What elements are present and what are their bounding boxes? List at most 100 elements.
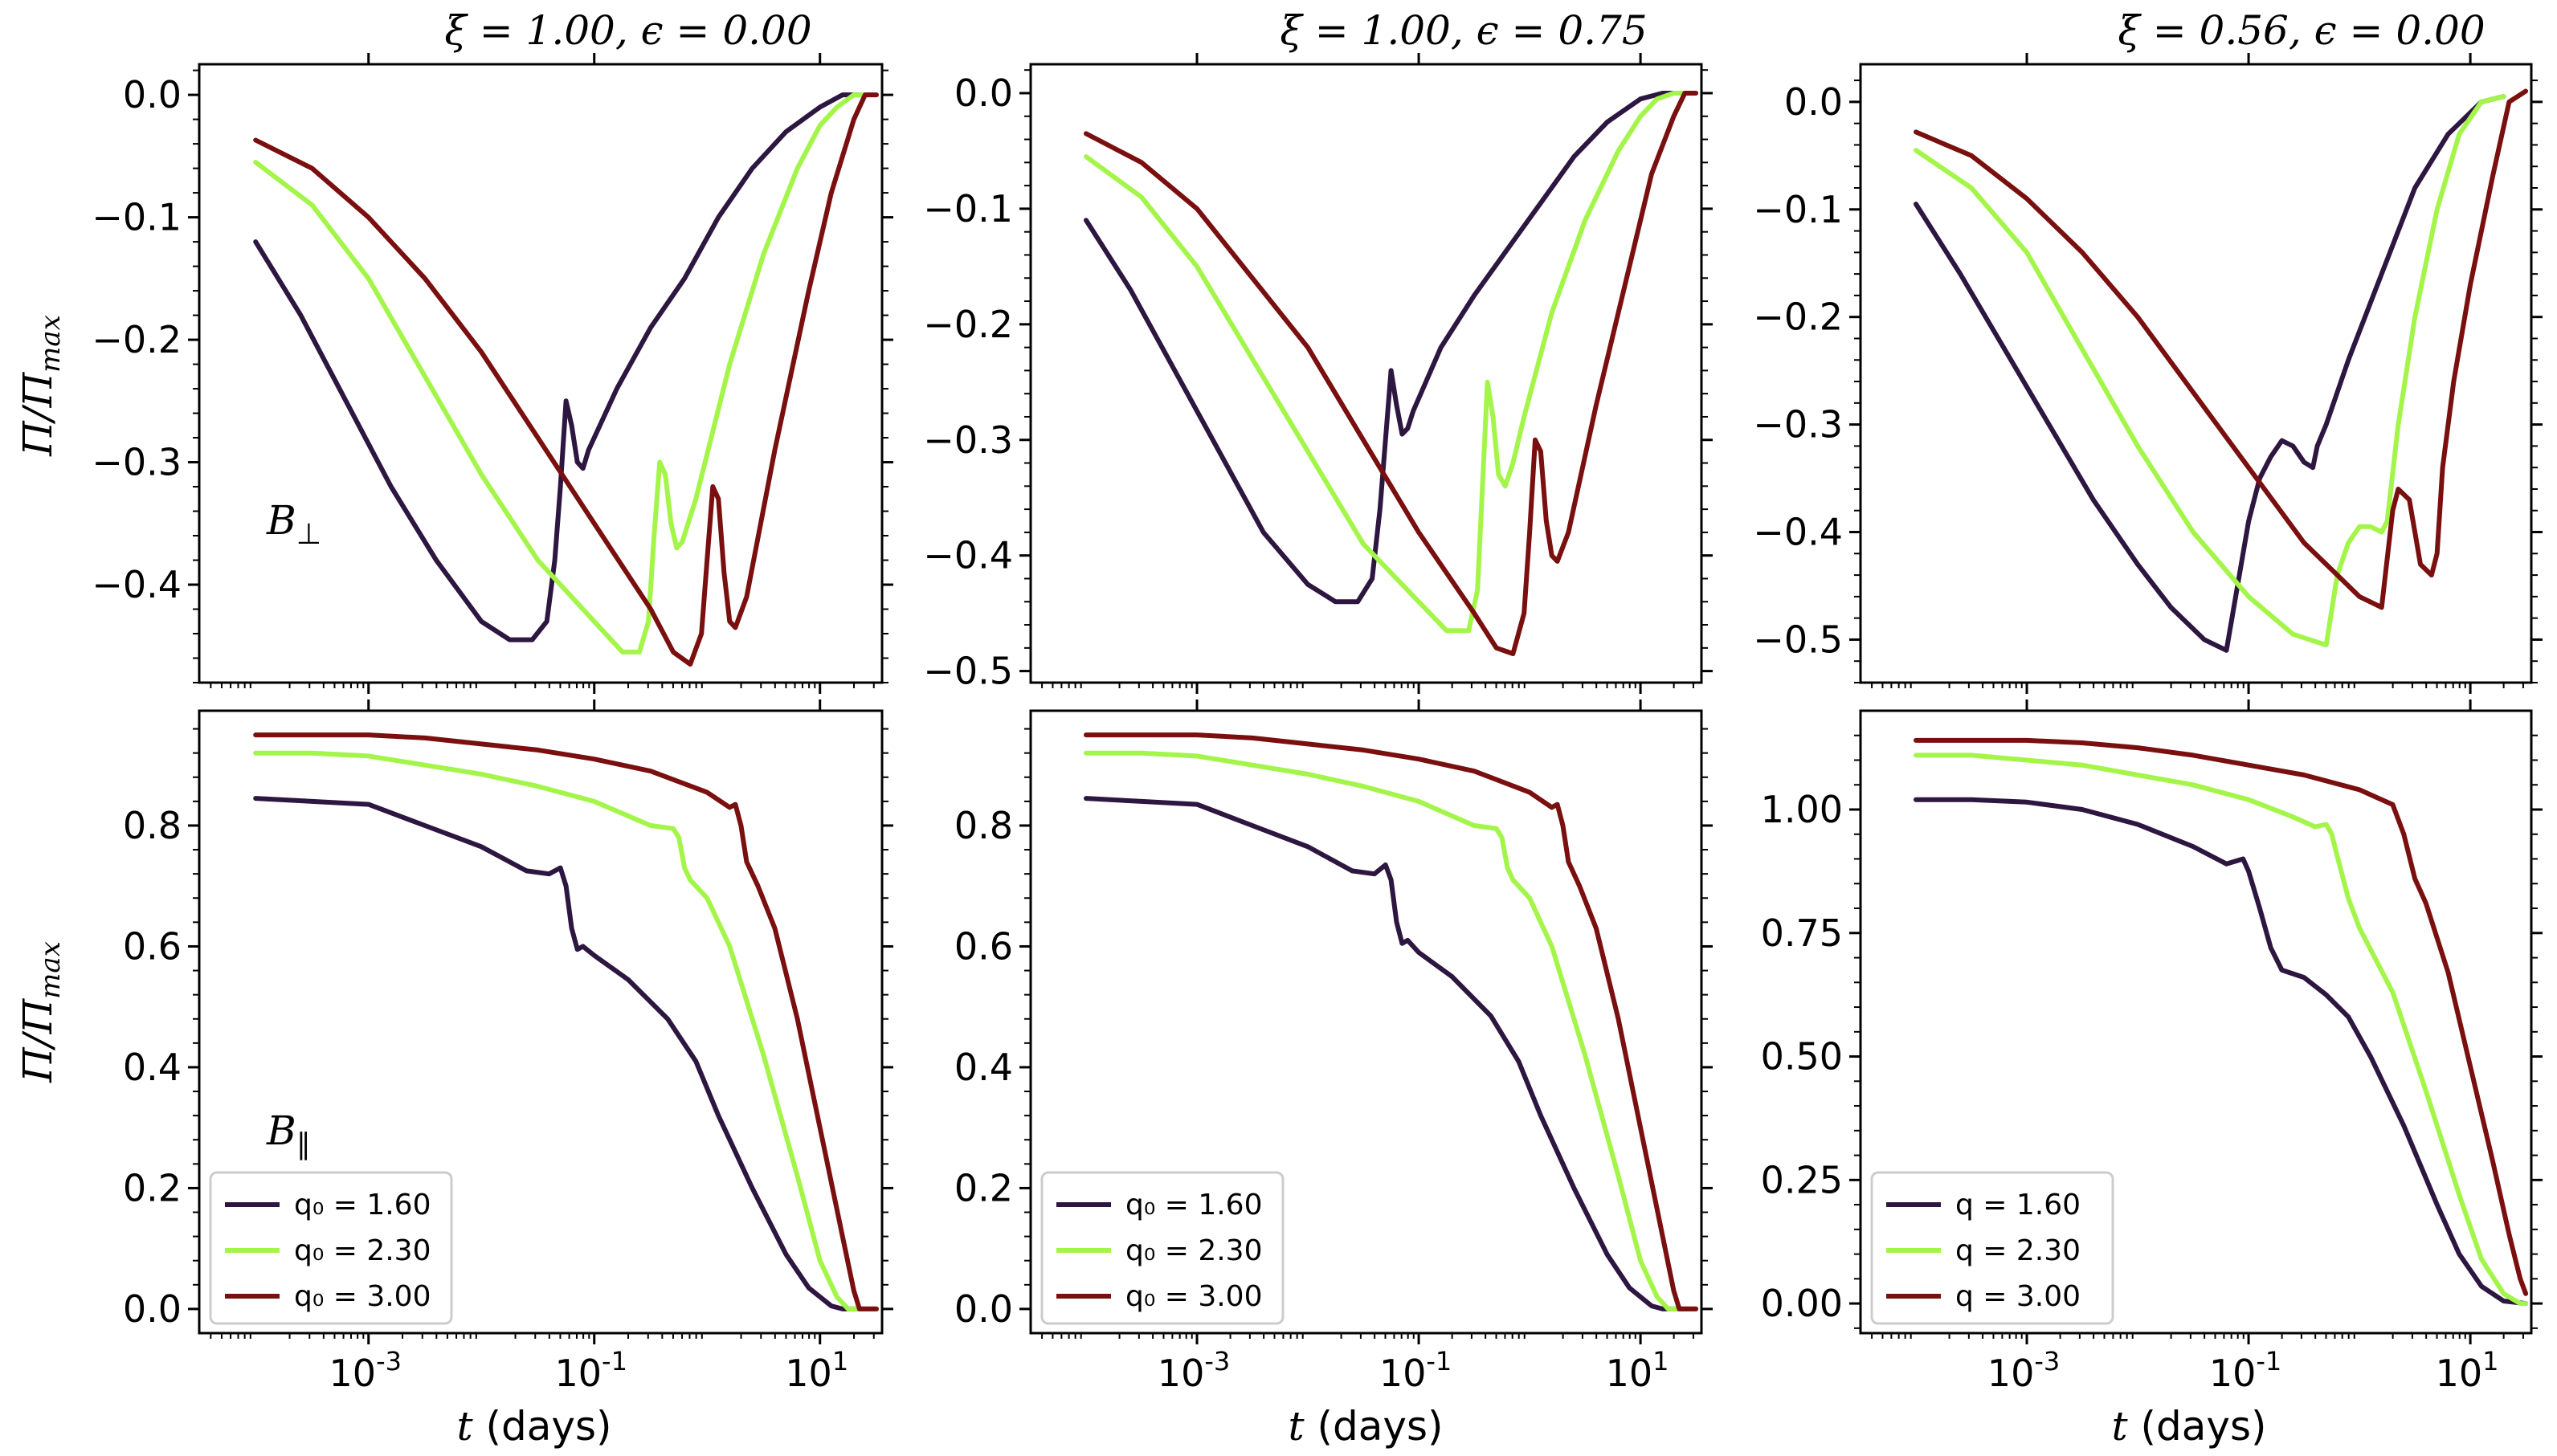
y-tick-label: 0.0 — [954, 1287, 1013, 1331]
annotation-b-parallel: B∥ — [266, 1107, 311, 1161]
x-tick-label: 10-3 — [1158, 1346, 1230, 1395]
y-tick-label: −0.4 — [1753, 511, 1843, 554]
series-line-1 — [1914, 94, 2506, 653]
series-line-3 — [1914, 88, 2529, 610]
y-tick-label: −0.5 — [1753, 618, 1843, 661]
series-group — [1914, 88, 2529, 653]
x-tick-label: 101 — [785, 1346, 848, 1395]
y-tick-label: 0.00 — [1761, 1282, 1843, 1325]
y-tick-label: 0.8 — [954, 804, 1013, 847]
x-tick-label-exponent: -1 — [2256, 1346, 2281, 1376]
series-line-3 — [253, 732, 879, 1311]
x-tick-label-base: 10 — [2209, 1352, 2257, 1395]
series-line-2 — [253, 750, 879, 1311]
annotation-b-parallel-main: B — [266, 1107, 296, 1154]
series-line-2 — [1914, 94, 2506, 648]
legend-label: q = 2.30 — [1955, 1234, 2081, 1267]
legend-label: q₀ = 3.00 — [294, 1280, 431, 1313]
x-tick-label: 10-1 — [1379, 1346, 1452, 1395]
series-line-3 — [1084, 91, 1699, 656]
y-tick-label: −0.4 — [923, 534, 1013, 577]
y-tick-label: −0.1 — [1753, 188, 1843, 231]
y-tick-label: −0.1 — [923, 187, 1013, 230]
x-axis-label-2-var: t — [1288, 1403, 1305, 1450]
x-tick-label: 101 — [2436, 1346, 2499, 1395]
series-line-3 — [1084, 732, 1699, 1311]
x-tick-label: 10-3 — [329, 1346, 402, 1395]
y-tick-label: −0.3 — [923, 418, 1013, 462]
y-tick-label: −0.4 — [92, 563, 182, 606]
series-line-1 — [253, 796, 879, 1311]
y-axis-label-bottom: Π/Πmax — [14, 941, 67, 1083]
y-tick-label: 0.0 — [1784, 80, 1843, 124]
y-tick-label: 0.25 — [1761, 1158, 1843, 1201]
x-tick-label-exponent: 1 — [2482, 1346, 2498, 1376]
y-tick-label: 0.0 — [123, 73, 182, 116]
annotation-b-perp: B⊥ — [266, 497, 321, 551]
x-tick-label-base: 10 — [329, 1352, 377, 1395]
legend-box — [1870, 1171, 2114, 1325]
panel-top-left: 0.0 −0.1 −0.2 −0.3 −0.4 — [92, 53, 893, 694]
x-tick-label-base: 10 — [1987, 1352, 2035, 1395]
y-axis-label-top: Π/Πmax — [14, 315, 67, 457]
plot-frame — [1029, 709, 1703, 1335]
y-tick-label: 0.8 — [123, 804, 182, 847]
x-tick-label-base: 10 — [1379, 1352, 1427, 1395]
plot-frame — [198, 709, 884, 1335]
x-axis-label-3-rest: (days) — [2128, 1403, 2267, 1450]
x-axis-label-3: t (days) — [2111, 1403, 2266, 1450]
panels: 0.0 −0.1 −0.2 −0.3 −0.4 0.0 −0.1 −0.2 −0.3 −0.4 −0… — [92, 53, 2543, 1395]
column-title-1: ξ = 1.00, ϵ = 0.00 — [444, 7, 811, 54]
legend-label: q₀ = 1.60 — [294, 1189, 431, 1221]
y-tick-label: 0.75 — [1761, 912, 1843, 955]
y-tick-label: −0.2 — [1753, 296, 1843, 339]
y-tick-label: 0.6 — [954, 924, 1013, 968]
annotation-b-perp-sub: ⊥ — [296, 518, 321, 551]
series-line-2 — [1084, 750, 1699, 1311]
series-line-2 — [1084, 91, 1688, 634]
y-tick-label: 0.50 — [1761, 1035, 1843, 1079]
legend-label: q₀ = 2.30 — [294, 1234, 431, 1267]
annotation-b-parallel-sub: ∥ — [296, 1128, 311, 1161]
y-tick-label: 1.00 — [1761, 788, 1843, 831]
x-axis-label-1: t (days) — [456, 1403, 611, 1450]
series-group — [253, 732, 879, 1311]
series-line-1 — [253, 92, 862, 642]
annotation-b-perp-main: B — [266, 497, 296, 544]
series-line-3 — [1914, 737, 2529, 1296]
y-tick-label: 0.0 — [954, 71, 1013, 115]
x-tick-label-base: 10 — [1606, 1352, 1653, 1395]
x-tick-label-exponent: -3 — [376, 1346, 402, 1376]
legend-box — [1040, 1171, 1285, 1325]
x-tick-label-exponent: -3 — [2034, 1346, 2060, 1376]
series-group — [253, 92, 879, 667]
x-tick-label: 10-1 — [2209, 1346, 2281, 1395]
series-line-2 — [1914, 752, 2529, 1307]
plot-frame — [198, 63, 884, 684]
plot-frame — [1029, 63, 1703, 684]
x-tick-label-exponent: -1 — [1426, 1346, 1452, 1376]
legend-label: q = 3.00 — [1955, 1280, 2081, 1313]
y-tick-label: −0.2 — [92, 318, 182, 361]
legend-label: q₀ = 3.00 — [1125, 1280, 1263, 1313]
column-title-3: ξ = 0.56, ϵ = 0.00 — [2118, 7, 2485, 54]
y-tick-label: 0.6 — [123, 924, 182, 968]
x-tick-label: 101 — [1606, 1346, 1669, 1395]
y-tick-label: 0.4 — [123, 1046, 182, 1089]
series-line-3 — [253, 92, 879, 667]
panel-top-right: 0.0 −0.1 −0.2 −0.3 −0.4 −0.5 — [1753, 53, 2543, 694]
series-line-1 — [1084, 91, 1682, 605]
y-tick-label: 0.0 — [123, 1287, 182, 1331]
x-tick-label: 10-3 — [1987, 1346, 2060, 1395]
x-axis-label-1-var: t — [456, 1403, 473, 1450]
y-tick-label: −0.2 — [923, 303, 1013, 346]
y-tick-label: 0.4 — [954, 1046, 1013, 1089]
x-tick-label-base: 10 — [785, 1352, 832, 1395]
x-tick-label: 10-1 — [555, 1346, 627, 1395]
series-line-1 — [1914, 797, 2529, 1307]
x-axis-label-2: t (days) — [1288, 1403, 1443, 1450]
x-tick-label-base: 10 — [2436, 1352, 2483, 1395]
